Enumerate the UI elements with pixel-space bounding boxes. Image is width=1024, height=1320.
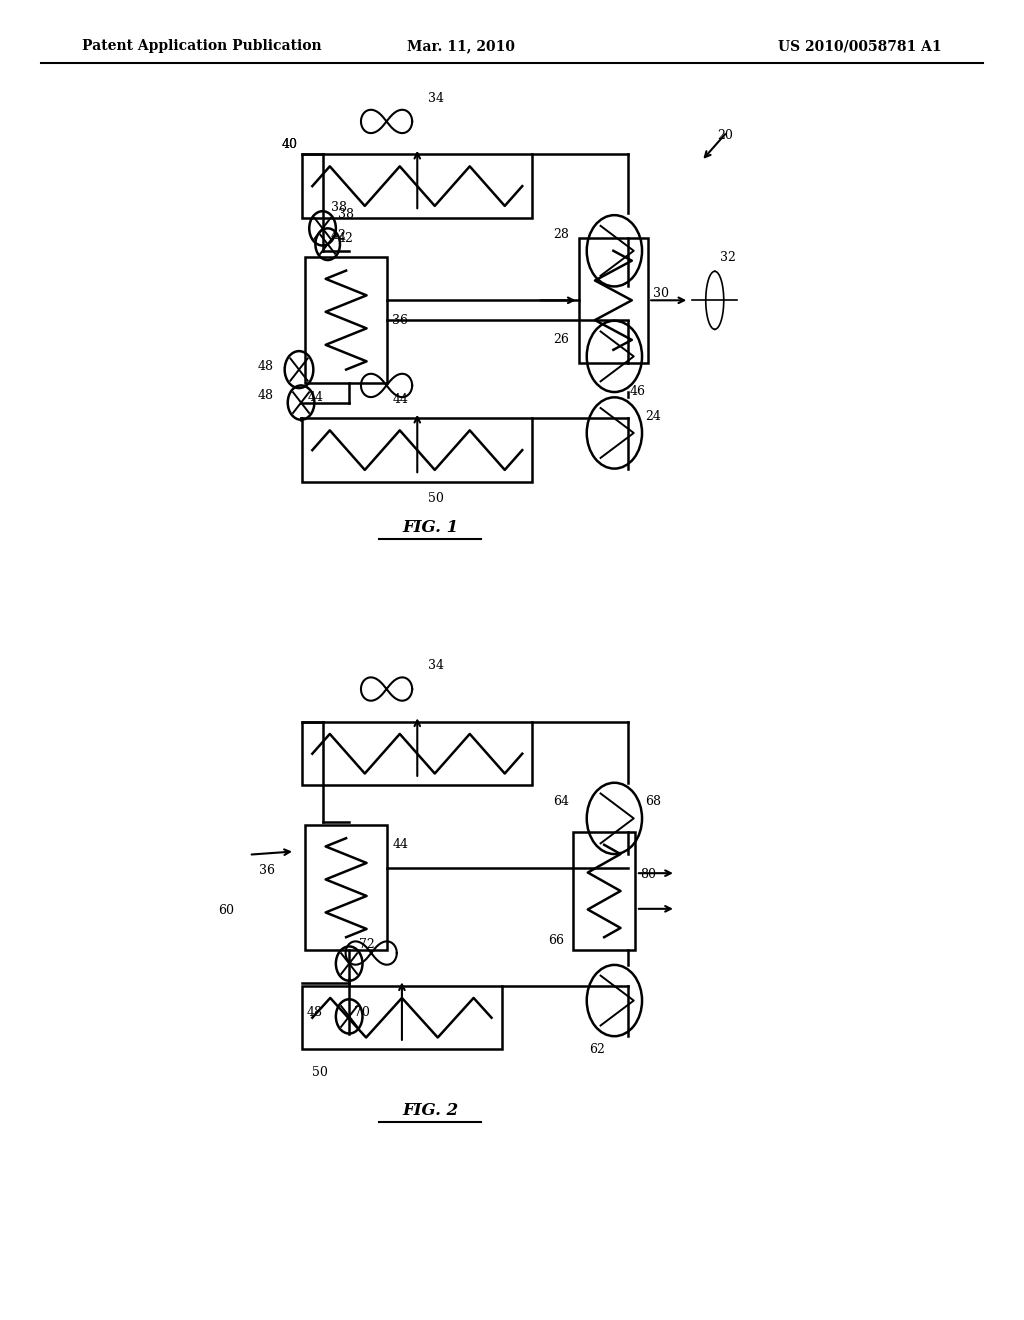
Text: 64: 64 — [553, 795, 569, 808]
Bar — [579, 238, 648, 363]
Bar — [302, 154, 532, 218]
Bar — [305, 257, 387, 383]
Text: 24: 24 — [645, 409, 662, 422]
Text: 50: 50 — [428, 491, 443, 504]
Bar — [302, 418, 532, 482]
Text: 80: 80 — [640, 867, 656, 880]
Text: 20: 20 — [717, 128, 733, 141]
Text: 60: 60 — [218, 904, 234, 917]
Bar — [573, 832, 635, 950]
Text: 62: 62 — [589, 1043, 605, 1056]
Text: 36: 36 — [259, 865, 275, 878]
Text: 70: 70 — [354, 1006, 371, 1019]
Text: 46: 46 — [630, 384, 646, 397]
Text: 38: 38 — [331, 201, 347, 214]
Text: 30: 30 — [653, 288, 670, 300]
Bar — [302, 986, 502, 1049]
Text: 66: 66 — [548, 933, 564, 946]
Text: 40: 40 — [282, 137, 298, 150]
Text: 48: 48 — [258, 359, 274, 372]
Text: 68: 68 — [645, 795, 662, 808]
Text: Mar. 11, 2010: Mar. 11, 2010 — [407, 40, 515, 53]
Text: FIG. 2: FIG. 2 — [402, 1102, 458, 1119]
Text: 40: 40 — [282, 137, 298, 150]
Text: Patent Application Publication: Patent Application Publication — [82, 40, 322, 53]
Text: 38: 38 — [338, 207, 354, 220]
Text: US 2010/0058781 A1: US 2010/0058781 A1 — [778, 40, 942, 53]
Text: 48: 48 — [258, 388, 274, 401]
Text: 48: 48 — [306, 1006, 323, 1019]
Text: 36: 36 — [392, 314, 409, 326]
Text: 42: 42 — [338, 231, 354, 244]
Text: 28: 28 — [553, 227, 569, 240]
Text: 44: 44 — [392, 392, 409, 405]
Bar — [302, 722, 532, 785]
Text: 42: 42 — [331, 228, 347, 242]
Text: 44: 44 — [392, 838, 409, 851]
Text: FIG. 1: FIG. 1 — [402, 519, 458, 536]
Text: 50: 50 — [312, 1065, 329, 1078]
Text: 44: 44 — [307, 391, 324, 404]
Text: 34: 34 — [428, 91, 443, 104]
Text: 26: 26 — [553, 333, 569, 346]
Text: 34: 34 — [428, 659, 443, 672]
Bar — [305, 825, 387, 950]
Text: 32: 32 — [720, 251, 736, 264]
Text: 72: 72 — [359, 937, 375, 950]
